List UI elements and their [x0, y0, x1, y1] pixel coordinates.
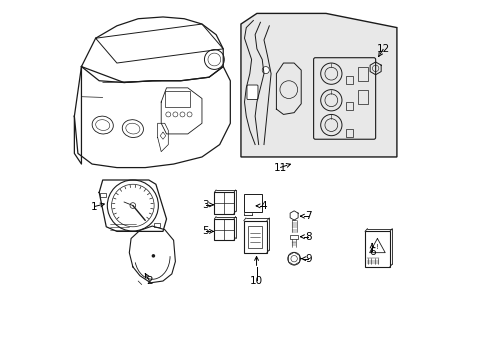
Text: 8: 8 — [305, 232, 311, 242]
Bar — [345, 129, 352, 137]
Text: 1: 1 — [91, 202, 97, 212]
Text: 6: 6 — [368, 247, 375, 257]
Bar — [357, 90, 367, 104]
Circle shape — [151, 254, 155, 258]
Bar — [357, 67, 367, 81]
Text: 7: 7 — [305, 211, 311, 221]
Bar — [345, 76, 352, 84]
Text: !: ! — [375, 244, 378, 250]
Text: 3: 3 — [202, 200, 208, 210]
Bar — [290, 235, 297, 239]
Text: 9: 9 — [305, 254, 311, 264]
Polygon shape — [241, 13, 396, 157]
Text: 11: 11 — [273, 163, 286, 172]
Bar — [100, 193, 105, 197]
Text: 2: 2 — [146, 276, 153, 286]
Text: 10: 10 — [249, 276, 263, 286]
Bar — [154, 222, 160, 227]
Text: 12: 12 — [376, 44, 389, 54]
Bar — [247, 226, 262, 248]
Text: 4: 4 — [260, 201, 267, 211]
Bar — [345, 102, 352, 110]
Circle shape — [262, 67, 269, 74]
Bar — [164, 91, 189, 107]
Text: 5: 5 — [202, 226, 208, 237]
FancyBboxPatch shape — [246, 85, 258, 100]
